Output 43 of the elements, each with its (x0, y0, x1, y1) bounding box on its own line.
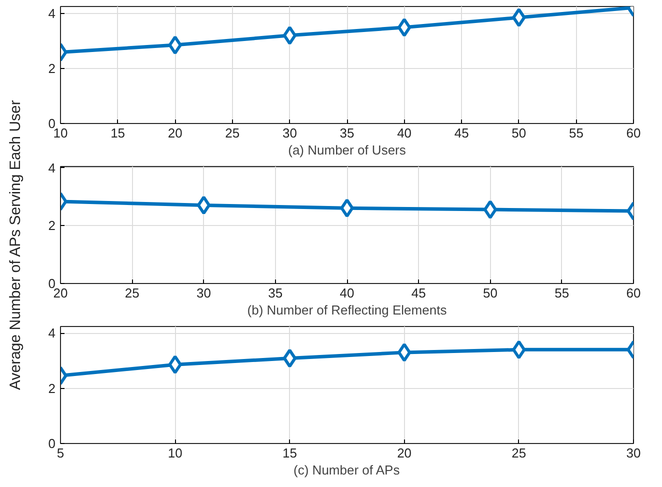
x-tick-label: 10 (168, 446, 182, 460)
y-tick-label: 2 (48, 380, 56, 396)
x-tick-label: 60 (626, 126, 641, 140)
x-tick-label: 50 (483, 286, 498, 300)
x-tick-label: 60 (626, 286, 641, 300)
x-tick-label: 55 (554, 286, 570, 300)
x-tick-label: 15 (282, 446, 297, 460)
y-axis-title: Average Number of APs Serving Each User (6, 100, 25, 390)
y-tick-label: 4 (48, 160, 56, 176)
y-tick-label: 0 (48, 436, 56, 451)
x-tick-label: 45 (454, 126, 469, 140)
y-tick-label: 0 (48, 116, 56, 131)
x-tick-label: 50 (512, 126, 526, 140)
x-tick-label: 55 (568, 126, 584, 140)
x-axis-title: (b) Number of Reflecting Elements (247, 302, 448, 318)
y-tick-label: 2 (48, 60, 56, 76)
x-tick-label: 30 (626, 446, 641, 460)
y-tick-label: 4 (48, 326, 56, 341)
x-axis-title: (a) Number of Users (288, 142, 406, 158)
x-tick-label: 25 (225, 126, 240, 140)
x-tick-label: 5 (56, 446, 64, 460)
x-tick-label: 30 (196, 286, 211, 300)
y-tick-label: 2 (48, 218, 56, 234)
x-tick-label: 35 (268, 286, 283, 300)
x-tick-label: 20 (168, 126, 182, 140)
x-tick-label: 15 (110, 126, 126, 140)
point (168, 36, 182, 55)
x-tick-label: 40 (340, 286, 354, 300)
point (340, 198, 354, 218)
x-tick-label: 20 (397, 446, 412, 460)
point (282, 348, 297, 368)
x-tick-label: 40 (397, 126, 412, 140)
point (512, 8, 526, 28)
point (397, 342, 412, 362)
x-tick-label: 30 (282, 126, 297, 140)
y-tick-label: 4 (48, 6, 56, 21)
x-tick-label: 25 (124, 286, 140, 300)
x-tick-label: 25 (512, 446, 526, 460)
x-tick-label: 35 (340, 126, 354, 140)
point (282, 26, 297, 45)
x-axis-title: (c) Number of APs (294, 462, 400, 478)
x-tick-label: 45 (411, 286, 426, 300)
point (397, 18, 412, 37)
